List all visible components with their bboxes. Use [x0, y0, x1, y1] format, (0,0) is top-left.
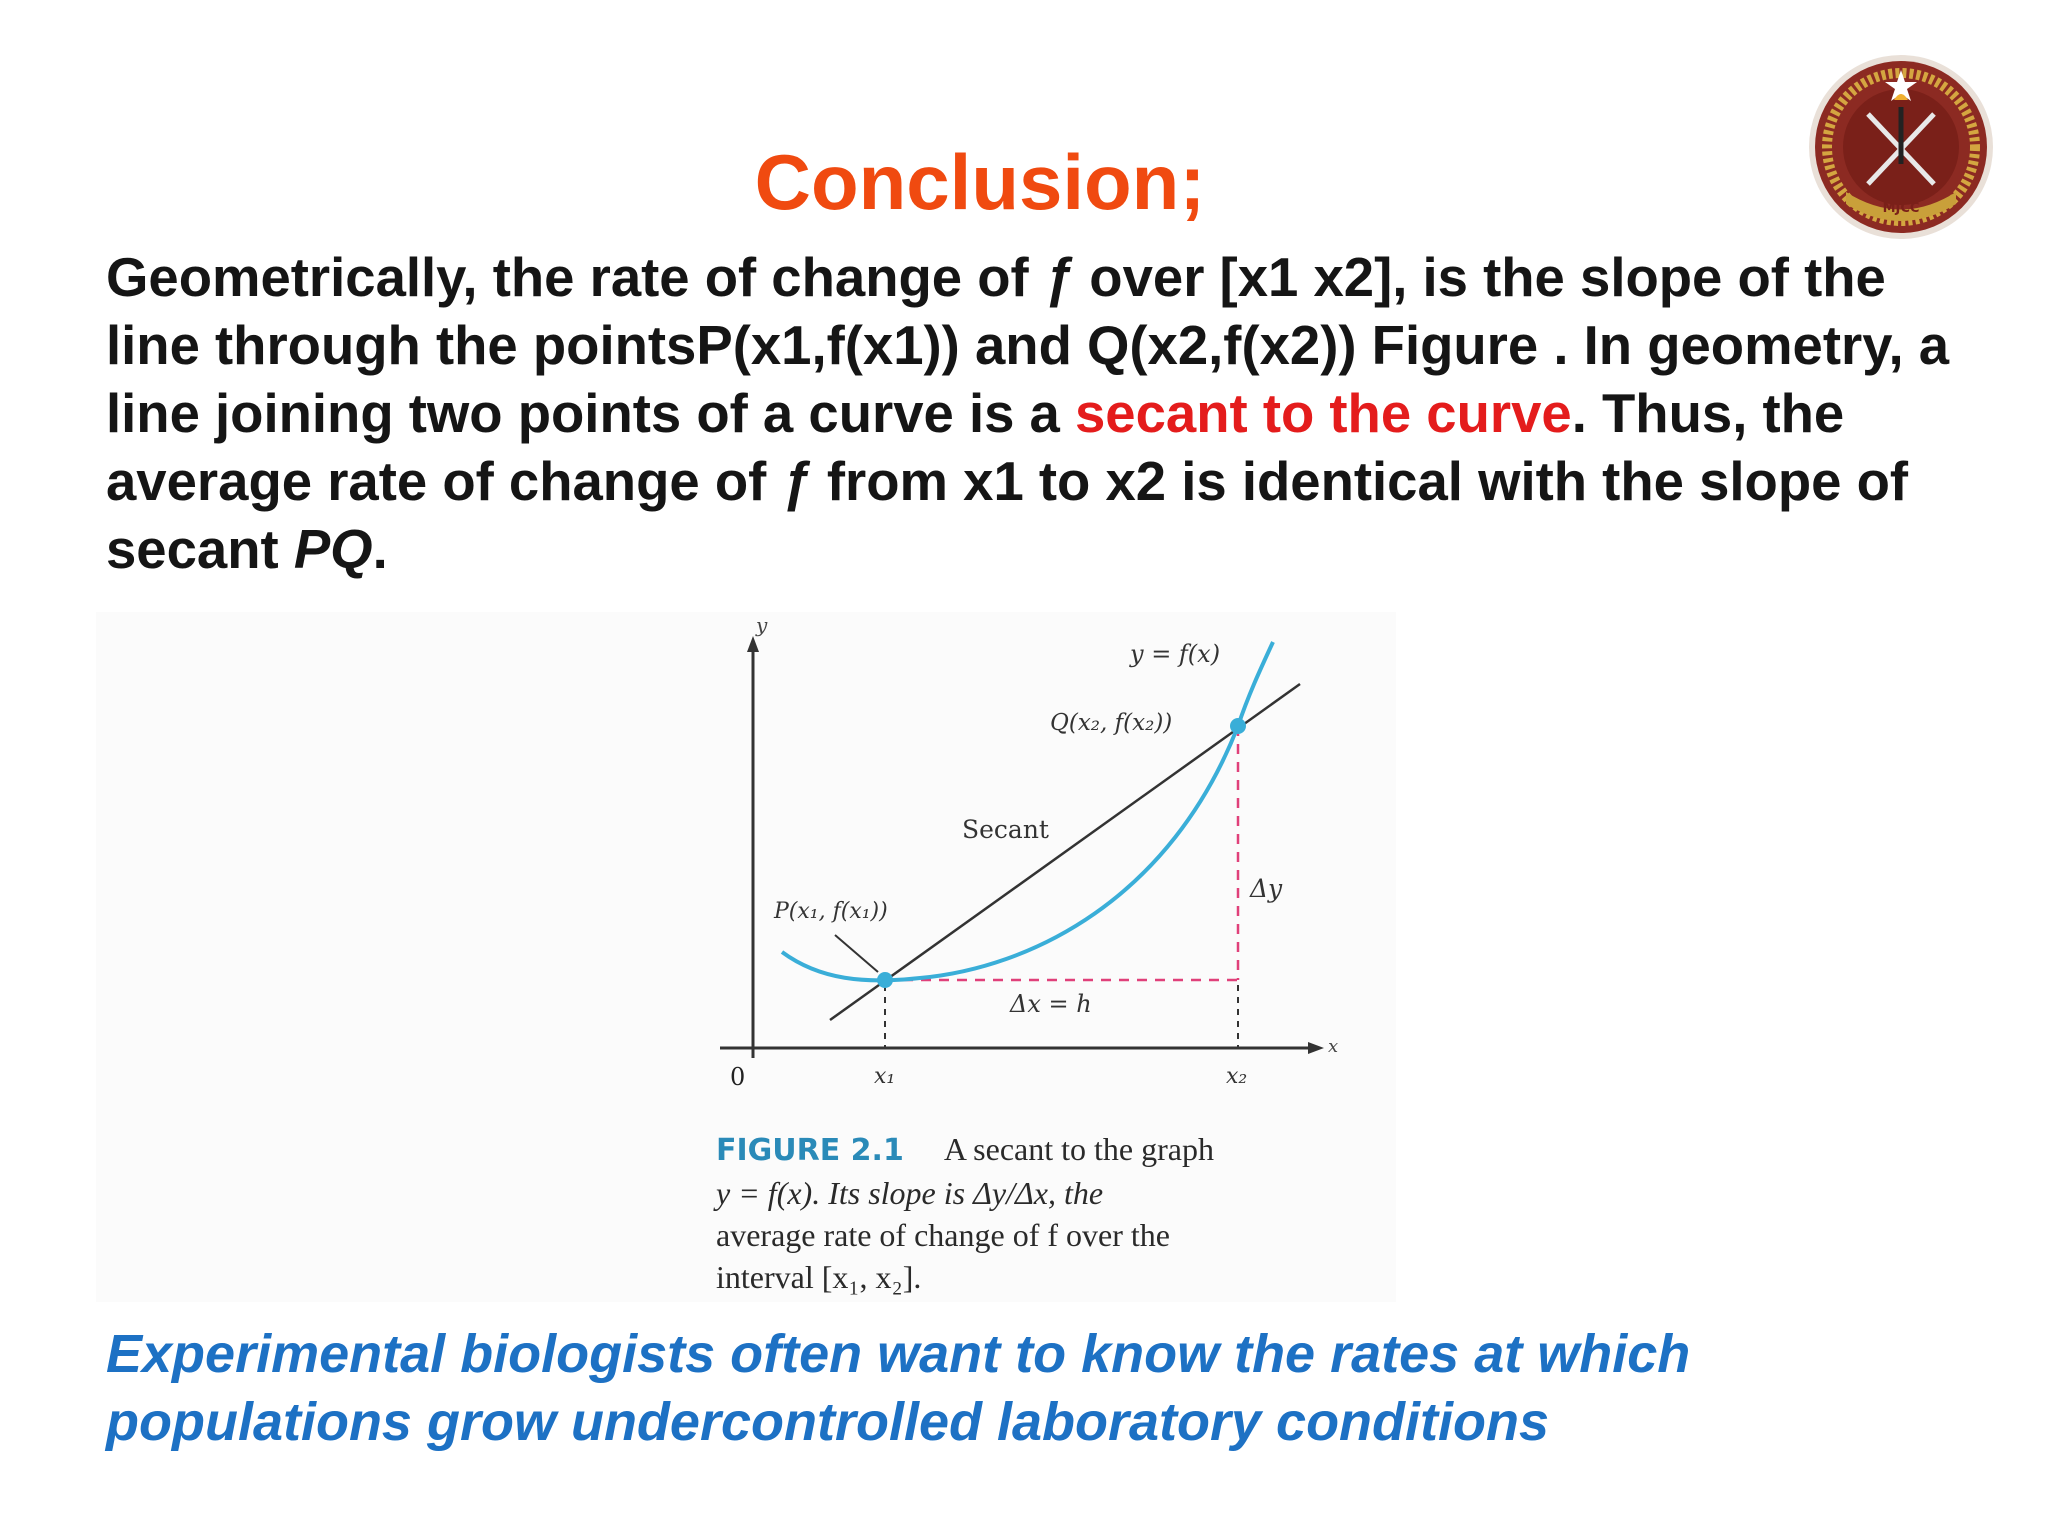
caption-line-2: y = f(x). Its slope is Δy/Δx, the — [716, 1175, 1104, 1211]
body-text-1: Geometrically, the rate of change of — [106, 247, 1044, 308]
caption-line-3: average rate of change of f over the — [716, 1217, 1170, 1253]
figure-number: FIGURE 2.1 — [716, 1133, 904, 1168]
x2-label: x₂ — [1226, 1064, 1247, 1089]
body-text-5: . — [372, 519, 388, 580]
curve-label: y = f(x) — [1129, 640, 1220, 668]
figure-background — [96, 612, 1396, 1302]
crossed-swords-emblem-icon: MJCC — [1809, 55, 1993, 239]
p-label-pointer — [834, 934, 879, 973]
figure-caption: FIGURE 2.1 A secant to the graph y = f(x)… — [716, 1128, 1356, 1298]
point-p — [877, 972, 893, 988]
footer-note: Experimental biologists often want to kn… — [106, 1324, 1691, 1452]
x-axis-label: x — [1328, 1036, 1338, 1057]
logo-text: MJCC — [1883, 201, 1920, 216]
delta-x-label: Δx = h — [1009, 990, 1092, 1018]
q-label: Q(x₂, f(x₂)) — [1050, 710, 1172, 736]
y-axis-label: y — [755, 613, 768, 637]
caption-text-1: A secant to the graph — [943, 1131, 1214, 1167]
p-label: P(x₁, f(x₁)) — [773, 899, 888, 924]
x1-label: x₁ — [874, 1064, 895, 1089]
slide-title: Conclusion; — [754, 138, 1206, 226]
origin-label: 0 — [730, 1063, 745, 1091]
secant-label: Secant — [962, 815, 1049, 844]
function-symbol: ƒ — [1043, 247, 1075, 308]
delta-y-label: Δy — [1249, 874, 1283, 903]
body-text-3: . Thus, the average rate of change of — [106, 383, 1845, 512]
secant-figure: y x 0 y = f(x) Q(x₂, f(x₂)) Secant Δy P(… — [720, 613, 1338, 1091]
secant-pq: PQ — [293, 519, 373, 580]
caption-line-4: interval [x₁, x₂]. — [716, 1259, 922, 1295]
body-text-2: over [x1 x2], is the slope of the line t… — [106, 247, 1950, 444]
function-curve — [780, 641, 1275, 983]
x-axis-arrow-icon — [1308, 1042, 1324, 1054]
point-q — [1230, 718, 1246, 734]
function-symbol: ƒ — [781, 451, 812, 512]
y-axis-arrow-icon — [747, 636, 759, 652]
secant-highlight: secant to the curve — [1075, 383, 1572, 444]
caption-line-1: FIGURE 2.1 A secant to the graph — [716, 1128, 1356, 1172]
body-text-4: from x1 to x2 is identical with the slop… — [106, 451, 1909, 580]
secant-line — [829, 682, 1301, 1022]
body-paragraph: Geometrically, the rate of change of ƒ o… — [106, 244, 1966, 584]
